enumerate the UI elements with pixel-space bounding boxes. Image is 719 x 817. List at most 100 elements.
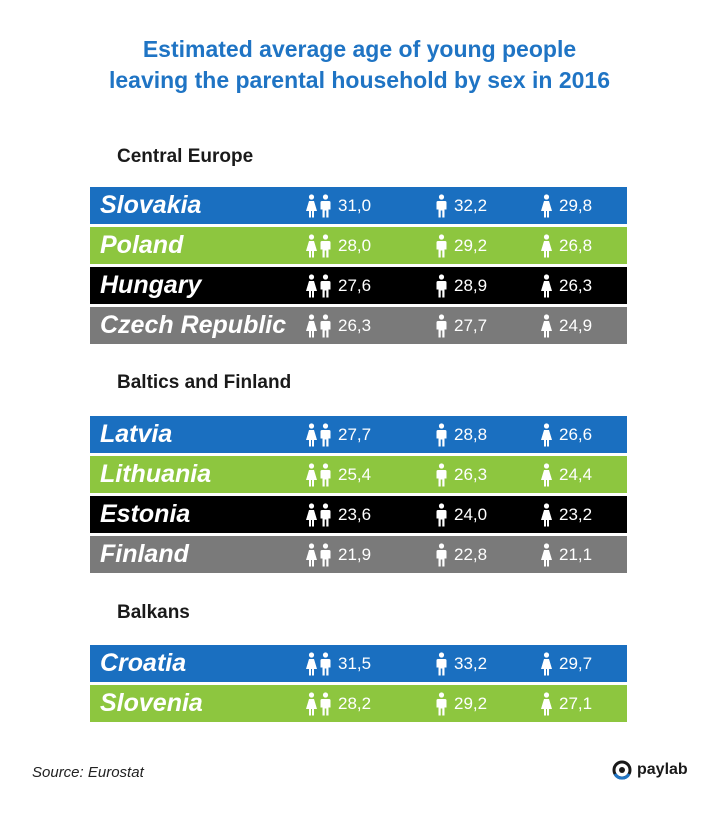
table-row: Slovenia 28,2 29,2 27,1 — [90, 685, 627, 722]
total-value: 25,4 — [338, 464, 372, 484]
female-cell: 26,3 — [540, 267, 592, 304]
title-line-2: leaving the parental household by sex in… — [108, 67, 611, 93]
female-icon — [305, 691, 318, 716]
male-icon — [319, 273, 332, 298]
chart-title: Estimated average age of young people le… — [0, 34, 719, 96]
female-icon — [305, 502, 318, 527]
female-icon — [540, 502, 553, 527]
female-icon — [305, 193, 318, 218]
female-cell: 23,2 — [540, 496, 592, 533]
total-value: 27,7 — [338, 424, 372, 444]
female-icon — [305, 651, 318, 676]
female-cell: 24,9 — [540, 307, 592, 344]
male-icon — [319, 542, 332, 567]
table-row: Hungary 27,6 28,9 26,3 — [90, 267, 627, 304]
total-value: 23,6 — [338, 504, 372, 524]
male-icon — [435, 313, 448, 338]
total-cell: 27,7 — [305, 416, 371, 453]
female-icon — [540, 273, 553, 298]
total-value: 28,0 — [338, 235, 372, 255]
male-icon — [319, 651, 332, 676]
total-cell: 27,6 — [305, 267, 371, 304]
female-icon — [305, 273, 318, 298]
female-value: 26,3 — [559, 275, 593, 295]
table-row: Estonia 23,6 24,0 23,2 — [90, 496, 627, 533]
total-cell: 31,5 — [305, 645, 371, 682]
section-title: Central Europe — [117, 146, 254, 167]
table-row: Lithuania 25,4 26,3 24,4 — [90, 456, 627, 493]
female-cell: 26,6 — [540, 416, 592, 453]
male-icon — [435, 542, 448, 567]
country-name: Czech Republic — [100, 311, 287, 339]
logo-text: paylab — [637, 761, 688, 778]
male-value: 33,2 — [454, 653, 488, 673]
male-value: 27,7 — [454, 315, 488, 335]
male-icon — [319, 313, 332, 338]
male-cell: 29,2 — [435, 227, 487, 264]
female-value: 24,4 — [559, 464, 593, 484]
total-cell: 28,2 — [305, 685, 371, 722]
country-name: Finland — [100, 540, 189, 568]
total-cell: 25,4 — [305, 456, 371, 493]
country-name: Croatia — [100, 649, 187, 677]
title-line-1: Estimated average age of young people — [142, 36, 577, 62]
female-icon — [540, 651, 553, 676]
female-cell: 27,1 — [540, 685, 592, 722]
country-name: Slovenia — [100, 689, 203, 717]
male-cell: 26,3 — [435, 456, 487, 493]
male-value: 32,2 — [454, 195, 488, 215]
total-cell: 28,0 — [305, 227, 371, 264]
table-row: Croatia 31,5 33,2 29,7 — [90, 645, 627, 682]
male-value: 28,9 — [454, 275, 488, 295]
female-value: 26,8 — [559, 235, 593, 255]
section-title: Baltics and Finland — [117, 372, 292, 393]
country-name: Slovakia — [100, 191, 202, 219]
female-icon — [305, 542, 318, 567]
male-icon — [319, 691, 332, 716]
male-cell: 33,2 — [435, 645, 487, 682]
female-value: 29,8 — [559, 195, 593, 215]
total-value: 27,6 — [338, 275, 372, 295]
female-icon — [540, 193, 553, 218]
total-value: 26,3 — [338, 315, 372, 335]
female-value: 29,7 — [559, 653, 593, 673]
male-icon — [435, 233, 448, 258]
male-cell: 27,7 — [435, 307, 487, 344]
male-icon — [435, 273, 448, 298]
country-name: Poland — [100, 231, 184, 259]
male-cell: 22,8 — [435, 536, 487, 573]
female-cell: 29,7 — [540, 645, 592, 682]
female-cell: 24,4 — [540, 456, 592, 493]
male-icon — [319, 422, 332, 447]
male-icon — [319, 502, 332, 527]
total-cell: 31,0 — [305, 187, 371, 224]
female-icon — [540, 313, 553, 338]
male-icon — [435, 422, 448, 447]
table-row: Slovakia 31,0 32,2 29,8 — [90, 187, 627, 224]
female-cell: 29,8 — [540, 187, 592, 224]
female-icon — [305, 422, 318, 447]
table-row: Poland 28,0 29,2 26,8 — [90, 227, 627, 264]
total-value: 28,2 — [338, 693, 372, 713]
total-cell: 23,6 — [305, 496, 371, 533]
female-icon — [540, 233, 553, 258]
female-icon — [305, 233, 318, 258]
male-cell: 29,2 — [435, 685, 487, 722]
female-icon — [305, 313, 318, 338]
male-cell: 32,2 — [435, 187, 487, 224]
male-icon — [319, 233, 332, 258]
total-cell: 26,3 — [305, 307, 371, 344]
country-name: Lithuania — [100, 460, 212, 488]
male-icon — [435, 193, 448, 218]
paylab-logo: paylab — [612, 760, 688, 780]
source-label: Source: — [32, 764, 84, 781]
female-value: 27,1 — [559, 693, 593, 713]
female-icon — [540, 462, 553, 487]
male-icon — [435, 462, 448, 487]
male-value: 28,8 — [454, 424, 488, 444]
male-cell: 28,8 — [435, 416, 487, 453]
male-value: 29,2 — [454, 235, 488, 255]
male-value: 29,2 — [454, 693, 488, 713]
male-value: 24,0 — [454, 504, 488, 524]
female-icon — [540, 691, 553, 716]
